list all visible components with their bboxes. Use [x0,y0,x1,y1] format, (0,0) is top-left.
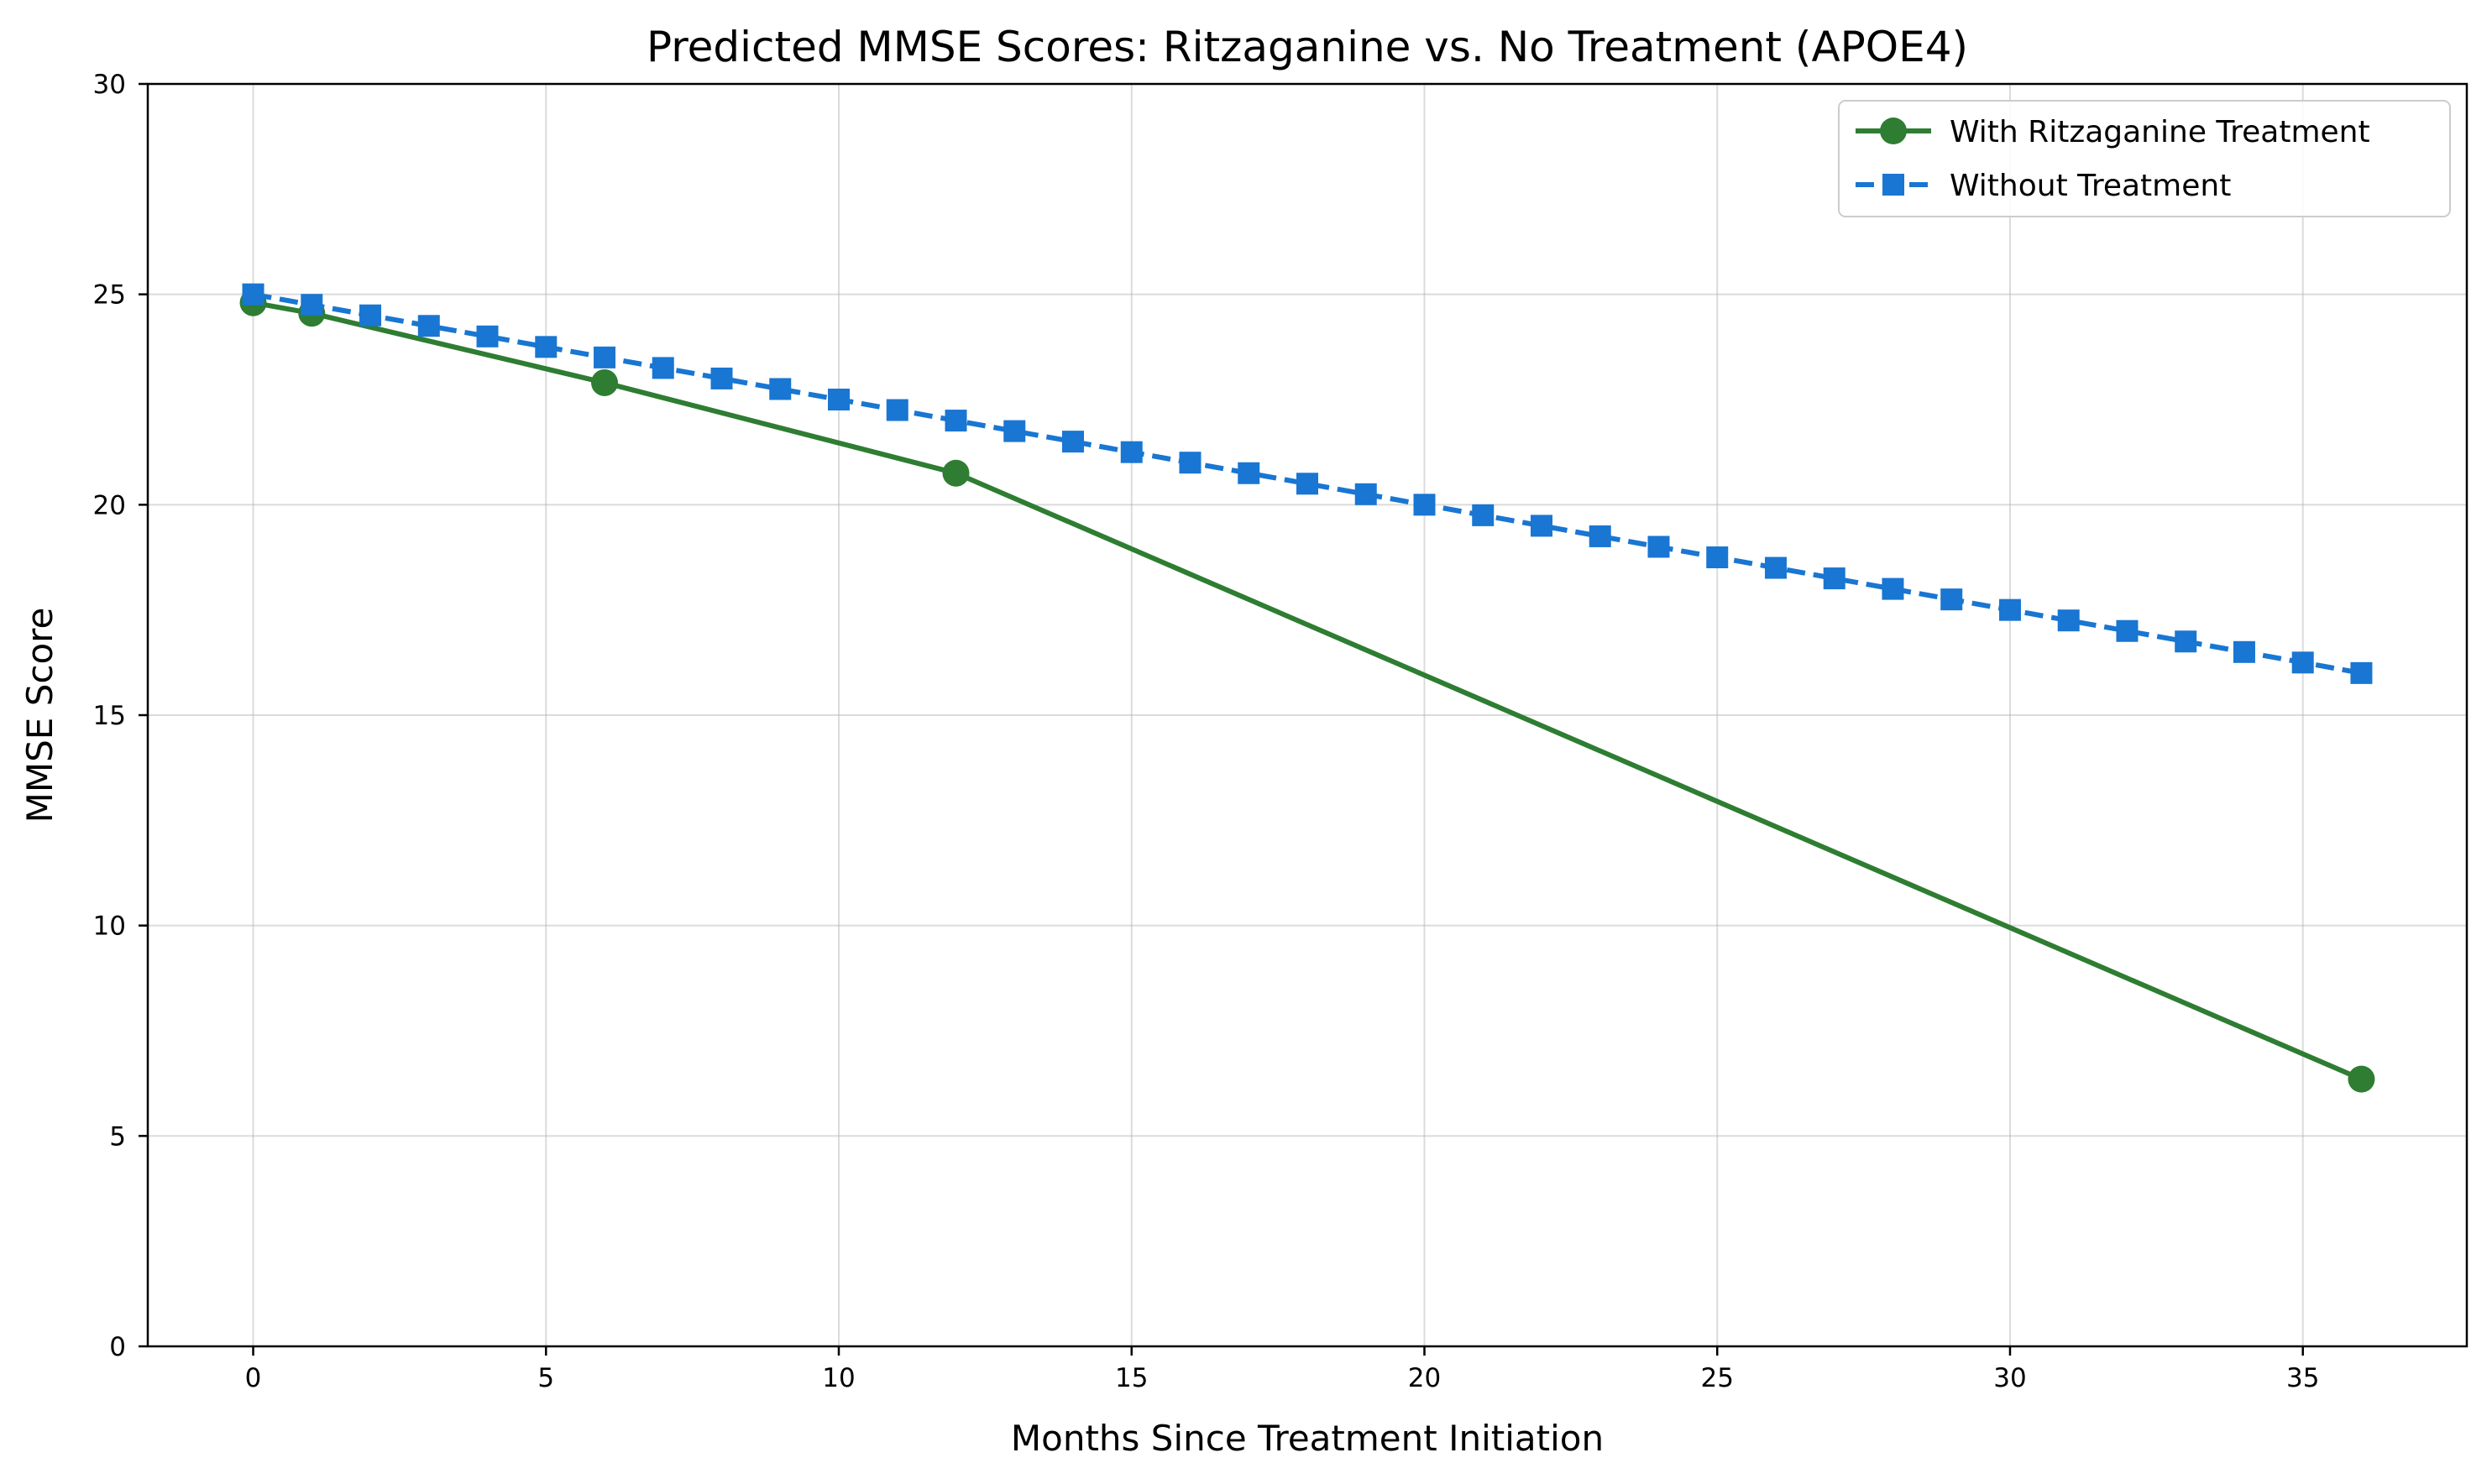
data-point-1-11 [886,399,908,421]
axis-ticks: 0 5 10 15 20 25 30 35 0 5 10 15 20 25 30 [93,70,2320,1393]
series-1 [242,283,2373,684]
data-point-1-35 [2291,651,2314,674]
x-tick-label-5: 25 [1701,1363,1734,1393]
data-point-1-28 [1882,577,1904,600]
legend-box [1838,100,2451,217]
legend-marker-0 [1880,118,1907,144]
x-tick-label-2: 10 [822,1363,855,1393]
x-tick-label-7: 35 [2286,1363,2319,1393]
x-axis-label: Months Since Treatment Initiation [1011,1418,1604,1459]
legend: With Ritzaganine Treatment Without Treatm… [1838,100,2451,217]
y-tick-label-3: 15 [93,701,126,731]
data-point-1-4 [476,325,499,347]
grid [148,83,2467,1347]
x-tick-label-3: 15 [1115,1363,1148,1393]
y-tick-label-2: 10 [93,912,126,942]
data-point-1-31 [2057,609,2080,632]
data-point-0-3 [942,459,970,487]
data-point-0-4 [2348,1065,2375,1093]
data-point-1-21 [1472,504,1495,526]
y-tick-label-0: 0 [109,1332,126,1362]
data-point-0-2 [591,368,619,396]
data-point-1-5 [535,336,558,358]
y-tick-label-4: 20 [93,490,126,520]
data-point-1-22 [1530,515,1552,537]
data-point-1-19 [1354,483,1377,505]
data-point-1-30 [1998,598,2021,621]
data-point-1-26 [1764,556,1787,579]
data-point-1-20 [1413,494,1436,516]
data-point-1-17 [1238,462,1260,484]
data-point-1-36 [2350,661,2373,684]
data-point-1-9 [769,378,792,400]
data-point-1-25 [1706,546,1729,568]
y-tick-label-1: 5 [109,1121,126,1152]
x-tick-label-0: 0 [245,1363,262,1393]
data-point-1-16 [1179,452,1202,474]
data-point-1-13 [1003,420,1026,442]
data-point-1-2 [359,304,382,327]
data-point-1-3 [417,315,440,337]
legend-marker-1 [1882,174,1904,196]
data-point-1-18 [1296,473,1318,495]
x-tick-label-4: 20 [1408,1363,1441,1393]
legend-label-0: With Ritzaganine Treatment [1950,115,2370,149]
data-point-1-12 [945,410,967,432]
x-tick-label-6: 30 [1993,1363,2026,1393]
data-point-1-33 [2175,630,2197,653]
data-point-1-10 [828,389,851,410]
chart-title: Predicted MMSE Scores: Ritzaganine vs. N… [647,23,1968,71]
data-point-1-23 [1589,525,1611,547]
y-tick-label-5: 25 [93,280,126,311]
y-tick-label-6: 30 [93,70,126,100]
data-point-1-24 [1647,536,1670,558]
data-point-1-27 [1823,567,1845,590]
data-point-1-34 [2233,640,2255,663]
data-point-1-32 [2116,619,2139,642]
data-point-1-29 [1940,588,1963,611]
data-point-1-6 [594,346,616,368]
data-point-1-15 [1120,441,1143,463]
legend-label-1: Without Treatment [1950,169,2231,203]
y-axis-label: MMSE Score [19,608,60,823]
data-point-1-7 [652,357,674,379]
data-point-1-1 [301,294,323,316]
data-point-1-14 [1062,431,1085,453]
data-point-1-0 [242,283,264,306]
data-point-1-8 [710,367,733,389]
series-layer [239,283,2375,1093]
x-tick-label-1: 5 [537,1363,554,1393]
